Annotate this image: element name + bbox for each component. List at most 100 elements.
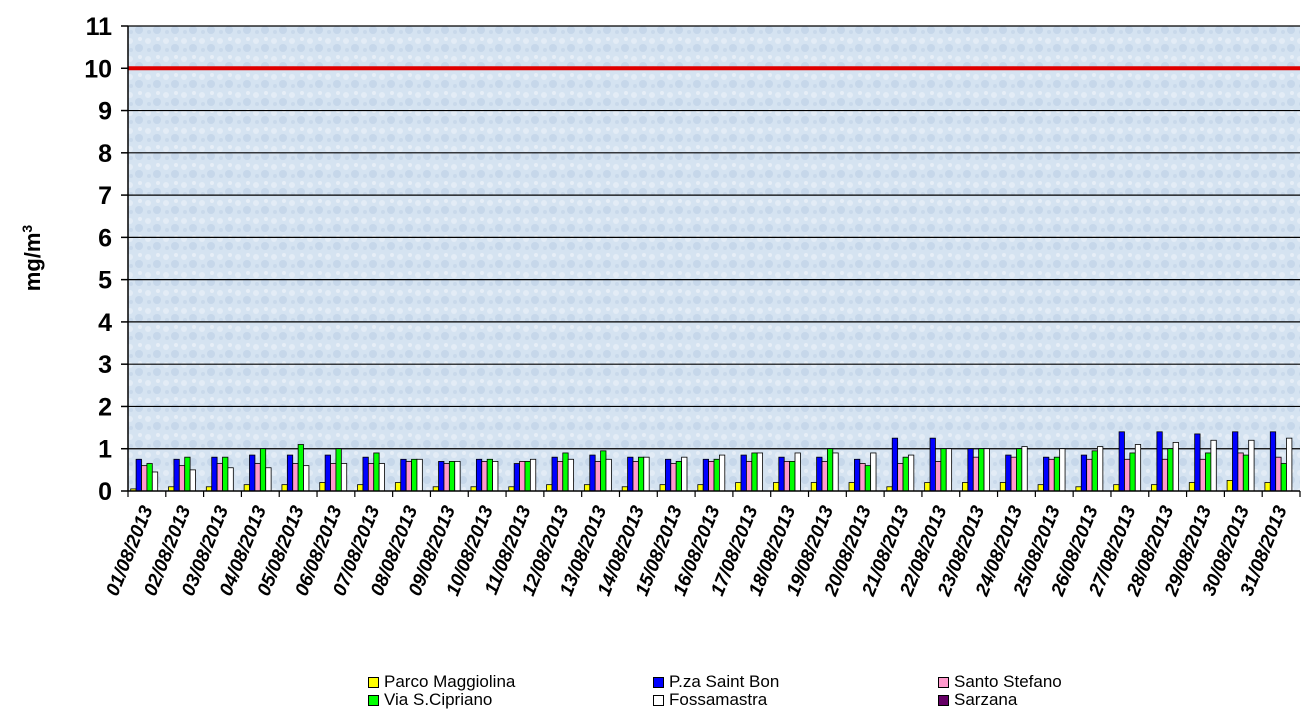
bar-parco-maggiolina-6 xyxy=(319,482,326,492)
bar-santo-stefano-4 xyxy=(254,463,261,492)
bar-fossamastra-17 xyxy=(756,452,764,492)
bar-santo-stefano-5 xyxy=(292,463,299,492)
bar-fossamastra-20 xyxy=(870,452,877,492)
legend-label: Santo Stefano xyxy=(954,672,1062,691)
y-tick-labels: 0 1 2 3 4 5 6 7 8 9 10 11 xyxy=(84,13,112,506)
bar-via-s-cipriano-23 xyxy=(978,448,985,492)
legend-label: Fossamastra xyxy=(669,690,768,709)
bar-p-za-saint-bon-8 xyxy=(400,458,407,492)
bar-p-za-saint-bon-19 xyxy=(816,456,823,492)
y-tick-label: 8 xyxy=(98,140,112,168)
bar-p-za-saint-bon-3 xyxy=(211,456,218,492)
bar-santo-stefano-11 xyxy=(519,461,526,492)
bar-parco-maggiolina-30 xyxy=(1226,480,1233,492)
bar-via-s-cipriano-10 xyxy=(486,458,493,492)
bar-santo-stefano-30 xyxy=(1237,452,1244,492)
bar-via-s-cipriano-14 xyxy=(637,456,645,492)
bar-p-za-saint-bon-26 xyxy=(1080,454,1088,492)
bar-via-s-cipriano-25 xyxy=(1053,456,1061,492)
bar-santo-stefano-9 xyxy=(443,463,450,492)
bar-santo-stefano-15 xyxy=(670,463,677,492)
bar-fossamastra-1 xyxy=(151,471,159,492)
bar-p-za-saint-bon-15 xyxy=(664,458,672,492)
legend-item: Fossamastra xyxy=(653,691,938,709)
bar-santo-stefano-13 xyxy=(594,461,601,492)
bar-via-s-cipriano-28 xyxy=(1167,448,1174,492)
bar-p-za-saint-bon-18 xyxy=(778,456,785,492)
bar-p-za-saint-bon-24 xyxy=(1005,454,1012,492)
bar-p-za-saint-bon-30 xyxy=(1232,431,1239,492)
bar-parco-maggiolina-7 xyxy=(357,484,364,492)
bar-santo-stefano-1 xyxy=(141,465,148,492)
bar-via-s-cipriano-31 xyxy=(1280,463,1287,492)
bar-parco-maggiolina-15 xyxy=(659,484,666,492)
bar-fossamastra-25 xyxy=(1059,448,1066,492)
bar-fossamastra-15 xyxy=(681,456,688,492)
bar-fossamastra-29 xyxy=(1210,439,1217,492)
legend-item: Santo Stefano xyxy=(938,673,1128,691)
bar-parco-maggiolina-20 xyxy=(848,482,855,492)
y-tick-label: 3 xyxy=(98,351,112,379)
bar-fossamastra-19 xyxy=(832,452,839,492)
bar-santo-stefano-17 xyxy=(746,461,753,492)
bar-p-za-saint-bon-22 xyxy=(929,437,936,492)
bar-via-s-cipriano-20 xyxy=(864,465,872,492)
bar-via-s-cipriano-24 xyxy=(1016,448,1023,492)
bar-fossamastra-8 xyxy=(416,458,423,492)
legend-swatch xyxy=(938,694,949,706)
bar-via-s-cipriano-22 xyxy=(940,448,947,492)
bar-fossamastra-27 xyxy=(1134,444,1142,492)
bar-santo-stefano-6 xyxy=(330,463,337,492)
bar-via-s-cipriano-29 xyxy=(1205,452,1212,492)
y-axis-label-superscript: 3 xyxy=(19,225,35,233)
bar-via-s-cipriano-13 xyxy=(600,450,607,492)
bar-fossamastra-13 xyxy=(605,458,612,492)
bar-fossamastra-12 xyxy=(567,458,574,492)
bar-santo-stefano-2 xyxy=(178,465,186,492)
bar-fossamastra-10 xyxy=(492,461,499,492)
bar-via-s-cipriano-19 xyxy=(827,448,834,492)
bar-santo-stefano-10 xyxy=(481,461,488,492)
bar-via-s-cipriano-6 xyxy=(335,448,342,492)
bar-santo-stefano-31 xyxy=(1275,456,1282,492)
bar-fossamastra-2 xyxy=(189,469,196,492)
bar-parco-maggiolina-5 xyxy=(281,484,288,492)
bar-p-za-saint-bon-7 xyxy=(362,456,369,492)
bar-santo-stefano-27 xyxy=(1124,458,1131,492)
bar-via-s-cipriano-27 xyxy=(1129,452,1136,492)
bar-fossamastra-16 xyxy=(719,454,726,492)
bar-via-s-cipriano-7 xyxy=(373,452,380,492)
legend: Parco Maggiolina P.za Saint Bon Santo Stef… xyxy=(368,673,1128,709)
bar-parco-maggiolina-12 xyxy=(546,484,553,492)
bar-fossamastra-24 xyxy=(1021,446,1028,492)
bar-santo-stefano-25 xyxy=(1048,458,1055,492)
bar-via-s-cipriano-26 xyxy=(1091,450,1098,492)
bar-fossamastra-18 xyxy=(794,452,801,492)
plot-area xyxy=(128,26,1300,491)
bar-fossamastra-14 xyxy=(643,456,650,492)
y-tick-label: 1 xyxy=(98,436,112,464)
y-tick-label: 4 xyxy=(98,309,112,337)
bar-parco-maggiolina-28 xyxy=(1151,484,1158,492)
legend-swatch xyxy=(938,676,949,688)
bars xyxy=(130,431,1293,492)
legend-swatch xyxy=(653,694,664,706)
bar-p-za-saint-bon-10 xyxy=(475,458,483,492)
bar-p-za-saint-bon-29 xyxy=(1194,433,1201,492)
bar-fossamastra-11 xyxy=(529,458,537,492)
bar-fossamastra-5 xyxy=(303,465,310,492)
legend-item: P.za Saint Bon xyxy=(653,673,938,691)
bar-via-s-cipriano-17 xyxy=(751,452,758,492)
legend-swatch xyxy=(653,676,664,688)
bar-parco-maggiolina-19 xyxy=(810,482,818,492)
bar-parco-maggiolina-17 xyxy=(735,482,742,492)
y-tick-label: 2 xyxy=(98,393,112,421)
bar-parco-maggiolina-16 xyxy=(697,484,704,492)
bar-santo-stefano-18 xyxy=(783,461,791,492)
bar-fossamastra-22 xyxy=(945,448,953,492)
bar-p-za-saint-bon-14 xyxy=(627,456,634,492)
y-tick-label: 10 xyxy=(84,55,112,83)
bar-via-s-cipriano-18 xyxy=(789,461,796,492)
bar-via-s-cipriano-4 xyxy=(259,448,267,492)
